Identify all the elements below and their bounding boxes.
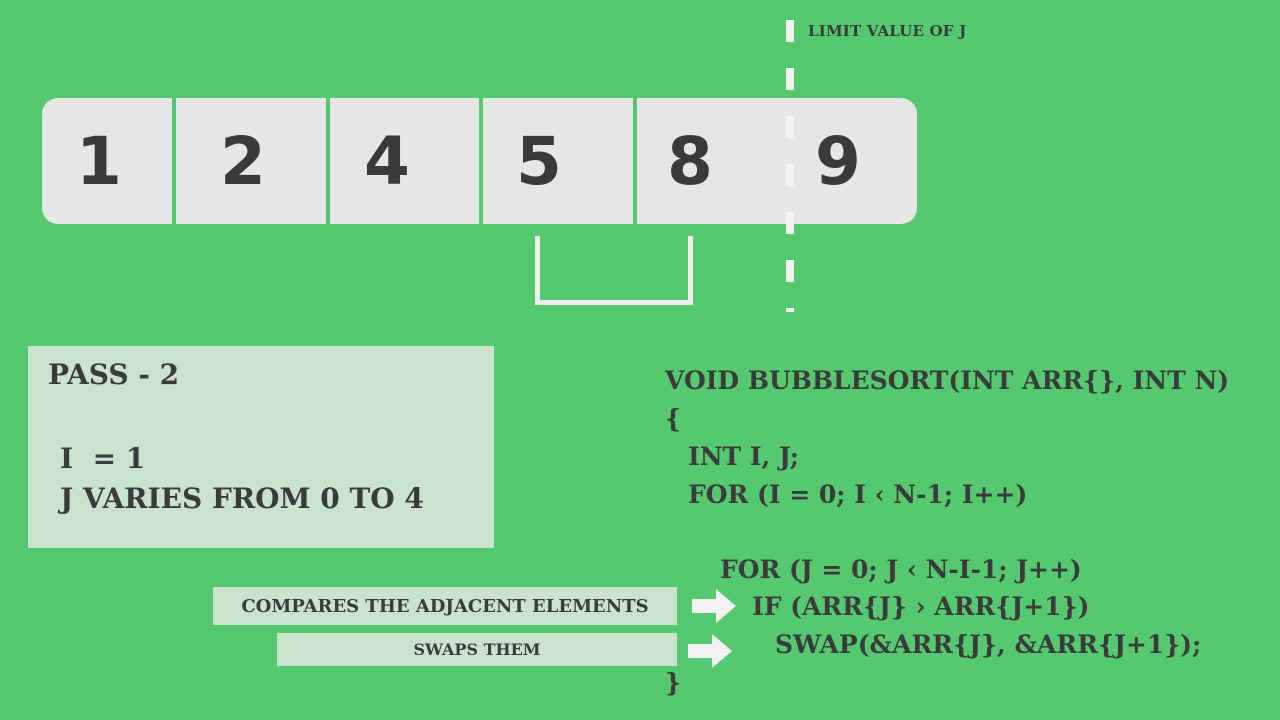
cell-divider <box>633 98 637 224</box>
code-line-inner-loop: FOR (J = 0; J ‹ N-I-1; J++) <box>720 555 1082 584</box>
cell-divider <box>172 98 176 224</box>
compare-annotation: COMPARES THE ADJACENT ELEMENTS <box>213 587 677 625</box>
arrow-right-icon <box>688 634 732 668</box>
array-cell-2: 4 <box>364 98 410 224</box>
array-cell-4: 8 <box>667 98 713 224</box>
code-line-close-brace: } <box>665 668 682 697</box>
array-cell-3: 5 <box>516 98 562 224</box>
code-line-outer-loop: FOR (I = 0; I ‹ N-1; I++) <box>688 480 1028 509</box>
array-cell-value: 9 <box>815 122 861 200</box>
arrow-right-icon <box>692 589 736 623</box>
array-cell-value: 2 <box>220 122 266 200</box>
pass-j-range: J VARIES FROM 0 TO 4 <box>60 482 424 515</box>
limit-dashed-line <box>786 20 794 312</box>
swap-annotation: SWAPS THEM <box>277 633 677 666</box>
array-cell-value: 5 <box>516 122 562 200</box>
code-line-swap: SWAP(&ARR{J}, &ARR{J+1}); <box>775 630 1202 659</box>
code-line-open-brace: { <box>665 404 682 433</box>
array-cell-value: 1 <box>76 122 122 200</box>
pass-i-value: I = 1 <box>60 442 146 475</box>
array-cell-5: 9 <box>815 98 861 224</box>
pass-panel: PASS - 2 I = 1 J VARIES FROM 0 TO 4 <box>28 346 494 548</box>
comparison-bracket <box>535 236 693 305</box>
array-cell-0: 1 <box>76 98 122 224</box>
limit-label: LIMIT VALUE OF J <box>808 22 967 40</box>
cell-divider <box>479 98 483 224</box>
cell-divider <box>326 98 330 224</box>
pass-title: PASS - 2 <box>48 358 180 391</box>
array-row: 1 2 4 5 8 9 <box>42 98 917 224</box>
array-cell-value: 8 <box>667 122 713 200</box>
code-line-signature: VOID BUBBLESORT(INT ARR{}, INT N) <box>665 366 1230 395</box>
code-line-if: IF (ARR{J} › ARR{J+1}) <box>752 592 1090 621</box>
array-cell-1: 2 <box>220 98 266 224</box>
code-line-declare: INT I, J; <box>688 442 799 471</box>
array-cell-value: 4 <box>364 122 410 200</box>
